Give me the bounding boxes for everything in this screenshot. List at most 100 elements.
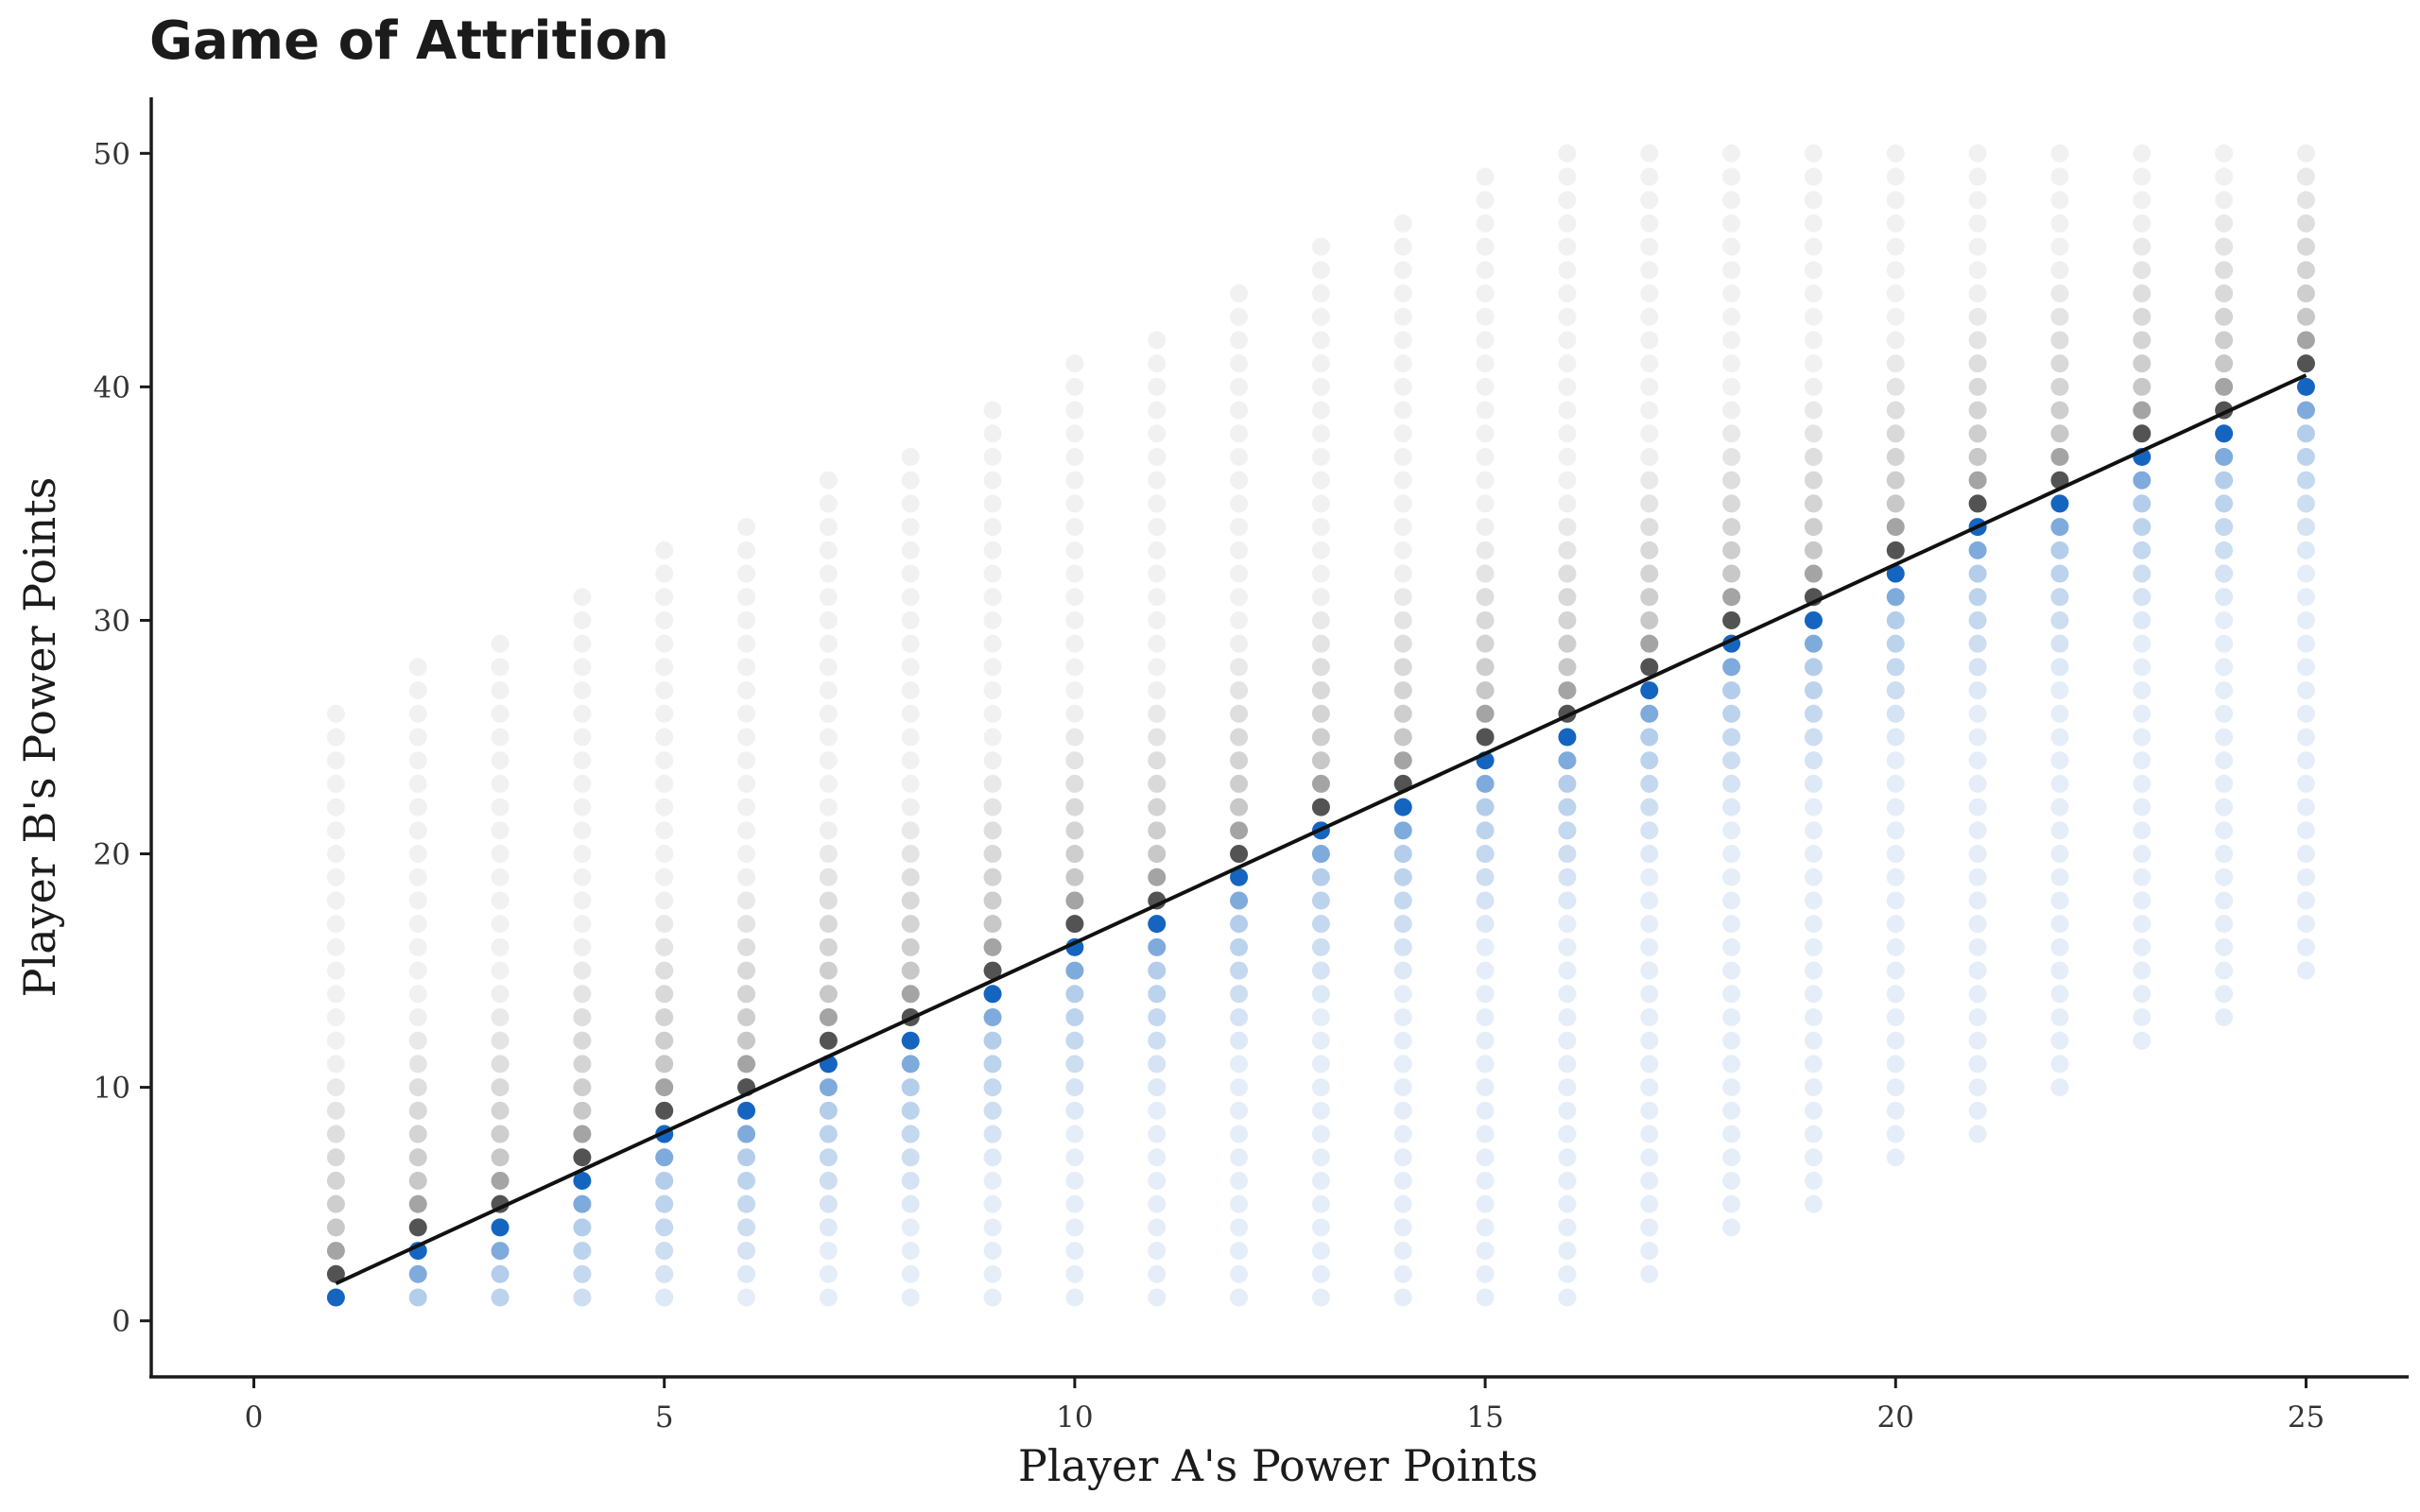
data-point: [1393, 354, 1412, 373]
data-point: [491, 704, 510, 723]
data-point: [1393, 1148, 1412, 1167]
data-point: [1148, 1148, 1167, 1167]
data-point: [1968, 728, 1987, 747]
data-point: [573, 937, 592, 956]
data-point: [901, 704, 920, 723]
data-point: [1804, 728, 1823, 747]
data-point: [983, 845, 1002, 864]
data-point: [408, 1288, 427, 1307]
data-point: [1230, 821, 1249, 840]
data-point: [1804, 985, 1823, 1004]
data-point: [819, 1148, 838, 1167]
data-point: [819, 845, 838, 864]
data-point: [983, 681, 1002, 700]
data-point: [1393, 307, 1412, 326]
data-point: [737, 937, 756, 956]
data-point: [1393, 1055, 1412, 1074]
data-point: [1558, 1171, 1577, 1190]
data-point: [655, 1288, 674, 1307]
data-point: [983, 1264, 1002, 1283]
data-point: [573, 1078, 592, 1097]
data-point: [1886, 1101, 1905, 1120]
data-point: [1148, 634, 1167, 653]
data-point: [1722, 1148, 1741, 1167]
data-point: [491, 798, 510, 816]
data-point: [573, 610, 592, 629]
data-point: [1886, 961, 1905, 980]
data-point: [983, 518, 1002, 537]
data-point: [901, 1125, 920, 1143]
data-point: [901, 564, 920, 583]
data-point: [1640, 377, 1659, 396]
data-point: [491, 1008, 510, 1026]
data-point: [2296, 448, 2315, 466]
data-point: [1476, 798, 1495, 816]
data-point: [2215, 634, 2234, 653]
data-point: [1230, 961, 1249, 980]
data-point: [901, 868, 920, 886]
data-point: [2215, 377, 2234, 396]
data-point: [1148, 774, 1167, 793]
data-point: [1476, 774, 1495, 793]
data-point: [1722, 494, 1741, 513]
data-point: [1722, 401, 1741, 420]
data-point: [655, 751, 674, 770]
data-point: [326, 1125, 345, 1143]
data-point: [1722, 1008, 1741, 1026]
data-point: [491, 634, 510, 653]
data-point: [2296, 774, 2315, 793]
data-point: [2215, 610, 2234, 629]
data-point: [901, 1218, 920, 1237]
data-point: [1230, 377, 1249, 396]
data-point: [1311, 331, 1330, 350]
data-point: [901, 798, 920, 816]
data-point: [1393, 681, 1412, 700]
data-point: [2215, 471, 2234, 490]
data-point: [573, 1101, 592, 1120]
data-point: [983, 564, 1002, 583]
data-point: [2050, 728, 2069, 747]
data-point: [1804, 821, 1823, 840]
data-point: [737, 868, 756, 886]
data-point: [1968, 331, 1987, 350]
data-point: [655, 1078, 674, 1097]
data-point: [1968, 167, 1987, 186]
data-point: [2296, 377, 2315, 396]
data-point: [2133, 401, 2152, 420]
data-point: [1886, 845, 1905, 864]
data-point: [1640, 985, 1659, 1004]
data-point: [1393, 1242, 1412, 1261]
data-point: [983, 658, 1002, 677]
data-point: [1311, 307, 1330, 326]
data-point: [1640, 845, 1659, 864]
data-point: [1640, 144, 1659, 163]
data-point: [408, 1101, 427, 1120]
data-point: [1968, 1055, 1987, 1074]
data-point: [1640, 1148, 1659, 1167]
data-point: [1886, 891, 1905, 910]
data-point: [2296, 284, 2315, 303]
data-point: [1804, 1148, 1823, 1167]
data-point: [1558, 424, 1577, 443]
data-point: [1148, 494, 1167, 513]
data-point: [983, 634, 1002, 653]
data-point: [573, 681, 592, 700]
data-point: [983, 937, 1002, 956]
data-point: [737, 610, 756, 629]
data-point: [901, 891, 920, 910]
data-point: [491, 1148, 510, 1167]
data-point: [1722, 167, 1741, 186]
data-point: [1558, 307, 1577, 326]
data-point: [1230, 1101, 1249, 1120]
data-point: [1722, 424, 1741, 443]
data-point: [2215, 284, 2234, 303]
data-point: [1640, 1078, 1659, 1097]
data-point: [1804, 891, 1823, 910]
data-point: [1476, 1055, 1495, 1074]
data-point: [2050, 214, 2069, 232]
data-point: [2133, 728, 2152, 747]
data-point: [573, 891, 592, 910]
data-point: [408, 868, 427, 886]
data-point: [1886, 610, 1905, 629]
data-point: [1476, 1125, 1495, 1143]
